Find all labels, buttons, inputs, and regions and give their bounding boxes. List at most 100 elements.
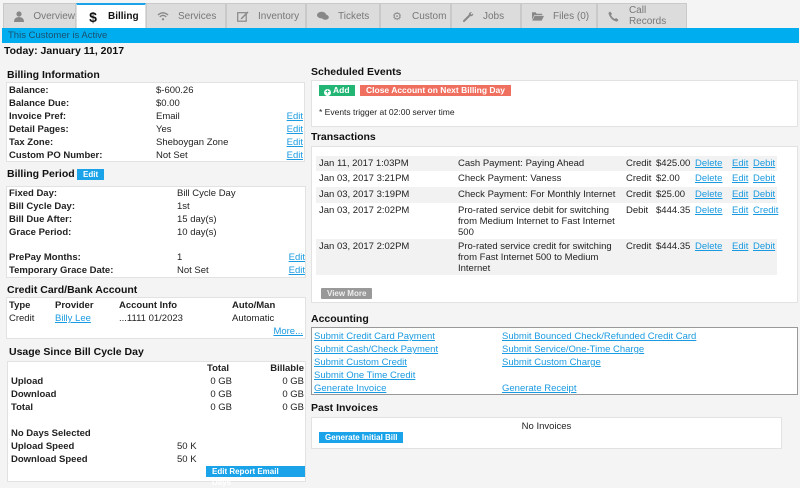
tab-bar: Overview $ Billing Services Inventory Tic… xyxy=(3,3,687,28)
delete-transaction-link[interactable]: Delete xyxy=(695,158,723,169)
folder-icon xyxy=(532,10,544,22)
submit-one-time-credit-link[interactable]: Submit One Time Credit xyxy=(314,370,416,381)
generate-initial-bill-button[interactable]: Generate Initial Bill xyxy=(319,432,404,443)
billing-information-panel: Balance: $-600.26 Balance Due: $0.00 Inv… xyxy=(6,82,305,162)
add-event-button[interactable]: + Add xyxy=(319,85,355,96)
billing-row: Custom PO Number: Not Set Edit xyxy=(9,150,303,161)
tab-custom[interactable]: ⚙ Custom xyxy=(380,3,451,28)
generate-receipt-link[interactable]: Generate Receipt xyxy=(502,383,577,394)
usage-title: Usage Since Bill Cycle Day xyxy=(9,346,144,358)
submit-bounced-check-link[interactable]: Submit Bounced Check/Refunded Credit Car… xyxy=(502,331,697,342)
edit-invoice-pref-link[interactable]: Edit xyxy=(286,111,303,122)
scheduled-events-title: Scheduled Events xyxy=(311,66,402,78)
transaction-row: Jan 03, 2017 3:21PM Check Payment: Vanes… xyxy=(319,173,776,184)
edit-detail-pages-link[interactable]: Edit xyxy=(286,124,303,135)
period-row: PrePay Months: 1 Edit xyxy=(9,252,305,263)
period-row: Temporary Grace Date: Not Set Edit xyxy=(9,265,305,276)
edit-temp-grace-date-link[interactable]: Edit xyxy=(288,265,305,276)
customer-status-bar: This Customer is Active xyxy=(2,28,799,43)
usage-row: Download 0 GB 0 GB xyxy=(11,389,304,400)
edit-prepay-months-link[interactable]: Edit xyxy=(288,252,305,263)
tab-call-records[interactable]: Call Records xyxy=(597,3,687,28)
edit-transaction-link[interactable]: Edit xyxy=(732,189,749,200)
submit-service-charge-link[interactable]: Submit Service/One-Time Charge xyxy=(502,344,645,355)
edit-tax-zone-link[interactable]: Edit xyxy=(286,137,303,148)
tab-files[interactable]: Files (0) xyxy=(521,3,597,28)
chat-icon xyxy=(317,10,329,22)
today-date: Today: January 11, 2017 xyxy=(4,45,125,57)
no-days-selected: No Days Selected xyxy=(11,428,91,439)
submit-credit-card-payment-link[interactable]: Submit Credit Card Payment xyxy=(314,331,435,342)
credit-card-header: Type Provider Account Info Auto/Man xyxy=(9,300,276,311)
edit-report-email-days-button[interactable]: Edit Report Email Days xyxy=(206,466,305,487)
billing-row: Balance Due: $0.00 xyxy=(9,98,180,109)
view-more-button[interactable]: View More xyxy=(321,288,373,299)
transactions-panel: Jan 11, 2017 1:03PM Cash Payment: Paying… xyxy=(311,146,798,303)
delete-transaction-link[interactable]: Delete xyxy=(695,205,723,216)
submit-custom-credit-link[interactable]: Submit Custom Credit xyxy=(314,357,407,368)
tab-inventory[interactable]: Inventory xyxy=(226,3,306,28)
past-invoices-panel: No Invoices Generate Initial Bill xyxy=(311,417,782,449)
billing-period-edit-button[interactable]: Edit xyxy=(77,169,105,180)
period-row: Bill Cycle Day: 1st xyxy=(9,201,190,212)
close-account-button[interactable]: Close Account on Next Billing Day xyxy=(360,85,512,96)
edit-transaction-link[interactable]: Edit xyxy=(732,158,749,169)
transaction-row: Jan 03, 2017 3:19PM Check Payment: For M… xyxy=(316,187,777,203)
user-icon xyxy=(14,10,25,22)
edit-transaction-link[interactable]: Edit xyxy=(732,241,749,252)
past-invoices-title: Past Invoices xyxy=(311,402,379,414)
credit-card-title: Credit Card/Bank Account xyxy=(7,284,138,296)
tab-services[interactable]: Services xyxy=(146,3,226,28)
credit-transaction-link[interactable]: Credit xyxy=(753,205,779,216)
transaction-row: Jan 03, 2017 2:02PM Pro-rated service cr… xyxy=(316,239,777,275)
submit-custom-charge-link[interactable]: Submit Custom Charge xyxy=(502,357,601,368)
dollar-icon: $ xyxy=(89,8,97,25)
transaction-row: Jan 03, 2017 2:02PM Pro-rated service de… xyxy=(319,205,779,238)
tab-jobs[interactable]: Jobs xyxy=(451,3,521,28)
accounting-right-links: Submit Bounced Check/Refunded Credit Car… xyxy=(502,330,696,395)
billing-row: Balance: $-600.26 xyxy=(9,85,194,96)
debit-transaction-link[interactable]: Debit xyxy=(753,173,776,184)
tab-billing[interactable]: $ Billing xyxy=(76,3,146,28)
billing-period-title: Billing Period xyxy=(7,168,75,180)
plus-circle-icon: + xyxy=(324,88,331,96)
wifi-icon xyxy=(157,10,169,22)
gear-icon: ⚙ xyxy=(392,10,402,23)
debit-transaction-link[interactable]: Debit xyxy=(753,189,776,200)
generate-invoice-link[interactable]: Generate Invoice xyxy=(314,383,387,394)
tab-tickets[interactable]: Tickets xyxy=(306,3,380,28)
scheduled-events-panel: + Add Close Account on Next Billing Day *… xyxy=(311,80,798,127)
no-invoices-text: No Invoices xyxy=(521,421,572,432)
billing-row: Invoice Pref: Email Edit xyxy=(9,111,303,122)
period-row: Bill Due After: 15 day(s) xyxy=(9,214,217,225)
billing-row: Detail Pages: Yes Edit xyxy=(9,124,303,135)
accounting-left-links: Submit Credit Card Payment Submit Cash/C… xyxy=(314,330,438,395)
speed-row: Upload Speed 50 K xyxy=(11,441,197,452)
submit-cash-check-payment-link[interactable]: Submit Cash/Check Payment xyxy=(314,344,439,355)
billing-information-title: Billing Information xyxy=(7,69,100,81)
billing-row: Tax Zone: Sheboygan Zone Edit xyxy=(9,137,303,148)
period-row: Fixed Day: Bill Cycle Day xyxy=(9,188,236,199)
usage-row: Total 0 GB 0 GB xyxy=(11,402,304,413)
usage-row: Upload 0 GB 0 GB xyxy=(11,376,304,387)
delete-transaction-link[interactable]: Delete xyxy=(695,173,723,184)
usage-header: Total Billable xyxy=(207,363,304,374)
usage-panel: Total Billable Upload 0 GB 0 GB Download… xyxy=(7,361,306,487)
delete-transaction-link[interactable]: Delete xyxy=(695,189,723,200)
wrench-icon xyxy=(462,10,474,22)
edit-transaction-link[interactable]: Edit xyxy=(732,205,749,216)
events-note: * Events trigger at 02:00 server time xyxy=(319,107,455,117)
edit-custom-po-link[interactable]: Edit xyxy=(286,150,303,161)
transactions-title: Transactions xyxy=(311,131,376,143)
period-row: Grace Period: 10 day(s) xyxy=(9,227,217,238)
edit-icon xyxy=(237,10,249,22)
provider-link[interactable]: Billy Lee xyxy=(55,313,91,324)
billing-period-panel: Fixed Day: Bill Cycle Day Bill Cycle Day… xyxy=(6,186,306,278)
tab-overview[interactable]: Overview xyxy=(3,3,76,28)
delete-transaction-link[interactable]: Delete xyxy=(695,241,723,252)
debit-transaction-link[interactable]: Debit xyxy=(753,158,776,169)
accounting-title: Accounting xyxy=(311,313,369,325)
debit-transaction-link[interactable]: Debit xyxy=(753,241,776,252)
more-accounts-link[interactable]: More... xyxy=(273,326,303,337)
edit-transaction-link[interactable]: Edit xyxy=(732,173,749,184)
